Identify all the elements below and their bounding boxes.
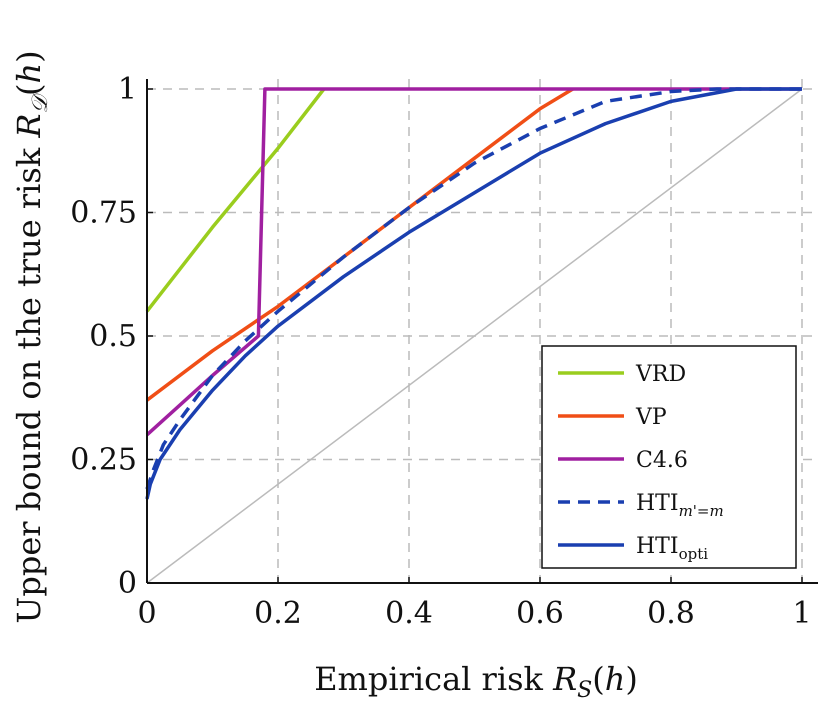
x-tick-label-3: 0.6: [516, 596, 564, 631]
series-layer: [145, 87, 803, 584]
series-line-4: [145, 87, 802, 500]
x-tick-label-0: 0: [137, 596, 156, 631]
y-tick-label-1: 0.25: [70, 443, 137, 478]
x-tick-label-4: 0.8: [647, 596, 695, 631]
x-tick-label-2: 0.4: [385, 596, 433, 631]
legend-label-0: VRD: [635, 362, 686, 387]
axes: [146, 79, 818, 584]
series-line-2: [145, 87, 802, 437]
legend-label-4: HTIopti: [636, 534, 708, 563]
tick-labels: 0 0.2 0.4 0.6 0.8 1 0 0.25 0.5 0.75 1: [70, 72, 811, 631]
x-tick-label-5: 1: [792, 596, 811, 631]
legend: VRD VP C4.6 HTIm'=m HTIopti: [541, 345, 797, 569]
y-tick-label-2: 0.5: [89, 319, 137, 354]
y-axis-label: Upper bound on the true risk R𝒟(h): [10, 50, 53, 623]
legend-label-2: C4.6: [636, 448, 688, 473]
legend-box: [541, 345, 797, 569]
y-tick-label-4: 1: [118, 72, 137, 107]
legend-label-3: HTIm'=m: [636, 491, 724, 520]
series-line-0: [145, 87, 326, 313]
y-tick-label-0: 0: [118, 566, 137, 601]
legend-label-1: VP: [635, 405, 667, 430]
x-axis-label: Empirical risk RS(h): [314, 660, 638, 703]
series-line-3: [145, 87, 802, 490]
series-line-5: [146, 88, 803, 584]
x-tick-label-1: 0.2: [254, 596, 302, 631]
y-tick-label-3: 0.75: [70, 196, 137, 231]
